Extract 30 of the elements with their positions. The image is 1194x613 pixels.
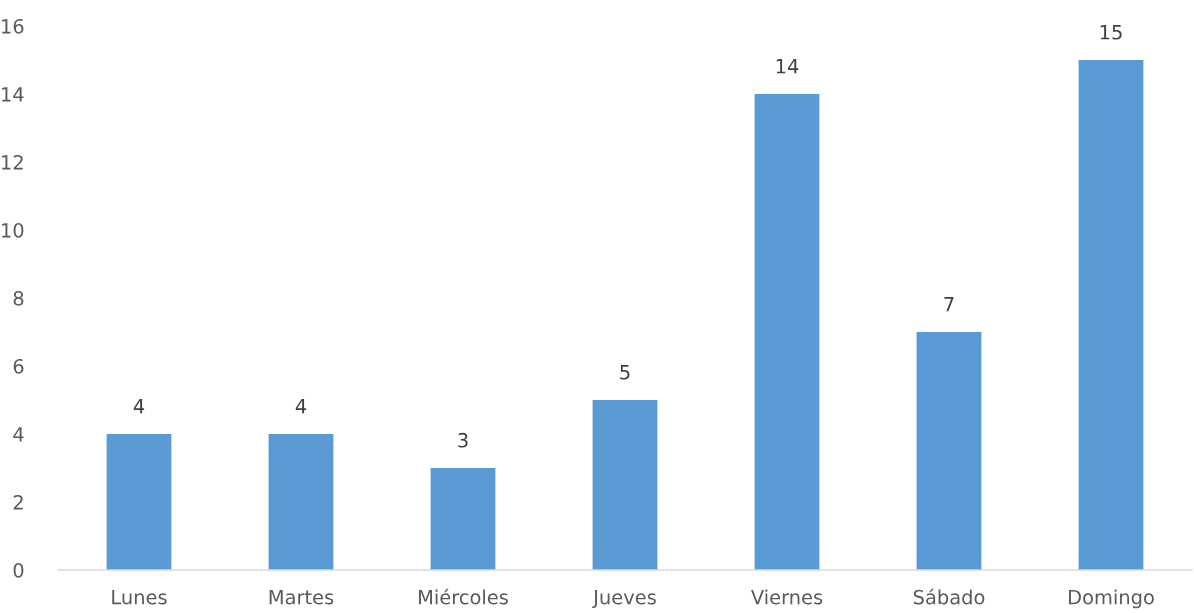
bar [430, 468, 496, 570]
y-tick-label: 6 [13, 358, 24, 374]
y-tick-label: 16 [2, 18, 24, 34]
y-tick-label: 8 [13, 290, 24, 306]
data-label: 14 [776, 59, 799, 74]
x-tick-label: Viernes [751, 589, 823, 605]
x-tick-label: Sábado [913, 588, 985, 605]
y-tick-label: 4 [13, 427, 24, 442]
data-label: 7 [944, 297, 954, 312]
bar [916, 332, 982, 570]
bar [592, 400, 658, 570]
bar [106, 434, 172, 570]
x-tick-label: Jueves [592, 590, 656, 609]
y-tick-label: 0 [13, 562, 24, 578]
x-tick-label: Martes [269, 590, 334, 605]
data-label: 4 [295, 399, 307, 414]
bar [754, 94, 820, 570]
y-tick-label: 12 [2, 154, 23, 170]
y-tick-label: 10 [2, 222, 24, 238]
data-label: 15 [1100, 25, 1122, 40]
bar [1078, 60, 1144, 570]
bar [268, 434, 334, 570]
y-tick-label: 14 [2, 87, 24, 102]
y-tick-label: 2 [13, 494, 23, 510]
x-tick-label: Lunes [112, 590, 167, 605]
data-label: 3 [458, 432, 468, 448]
data-label: 5 [620, 365, 630, 380]
x-tick-label: Domingo [1069, 589, 1154, 609]
x-tick-label: Miércoles [419, 588, 508, 605]
data-label: 4 [133, 399, 145, 414]
